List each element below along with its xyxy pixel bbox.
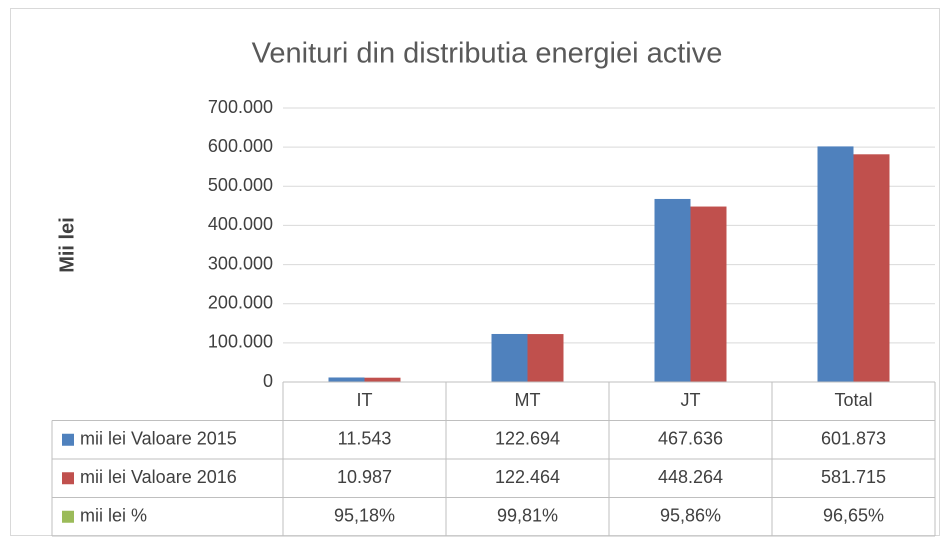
table-cell: 10.987	[337, 467, 392, 487]
bar	[328, 377, 365, 382]
legend-key	[62, 472, 74, 485]
table-cell: 581.715	[821, 467, 886, 487]
y-tick-label: 0	[263, 371, 273, 391]
bar	[853, 154, 890, 382]
table-cell: 601.873	[821, 429, 886, 449]
bar	[527, 334, 564, 382]
table-cell: 95,86%	[660, 506, 721, 526]
legend-label: mii lei Valoare 2016	[80, 467, 237, 487]
bar	[491, 333, 528, 382]
x-tick-label: IT	[357, 390, 373, 410]
table-cell: 122.694	[495, 429, 560, 449]
y-axis-label: Mii lei	[56, 217, 78, 273]
y-tick-label: 500.000	[208, 175, 273, 195]
y-tick-label: 300.000	[208, 253, 273, 273]
legend-key	[62, 510, 74, 523]
bar	[817, 146, 854, 382]
table-cell: 95,18%	[334, 506, 395, 526]
table-cell: 96,65%	[823, 506, 884, 526]
x-tick-label: MT	[515, 390, 541, 410]
y-tick-label: 700.000	[208, 97, 273, 117]
legend-key	[62, 433, 74, 446]
table-cell: 467.636	[658, 429, 723, 449]
y-tick-label: 200.000	[208, 292, 273, 312]
y-tick-label: 600.000	[208, 136, 273, 156]
y-tick-label: 400.000	[208, 214, 273, 234]
chart-title: Venituri din distributia energiei active	[252, 38, 723, 70]
bar	[690, 206, 727, 382]
x-tick-label: JT	[681, 390, 701, 410]
legend-label: mii lei %	[80, 506, 147, 526]
table-cell: 122.464	[495, 467, 560, 487]
chart-border	[10, 8, 940, 536]
table-cell: 11.543	[338, 429, 392, 449]
table-cell: 99,81%	[497, 506, 558, 526]
x-tick-label: Total	[834, 390, 872, 410]
table-cell: 448.264	[658, 467, 723, 487]
legend-label: mii lei Valoare 2015	[80, 429, 237, 449]
y-tick-label: 100.000	[208, 332, 273, 352]
bar	[654, 198, 691, 382]
bar	[364, 377, 401, 382]
